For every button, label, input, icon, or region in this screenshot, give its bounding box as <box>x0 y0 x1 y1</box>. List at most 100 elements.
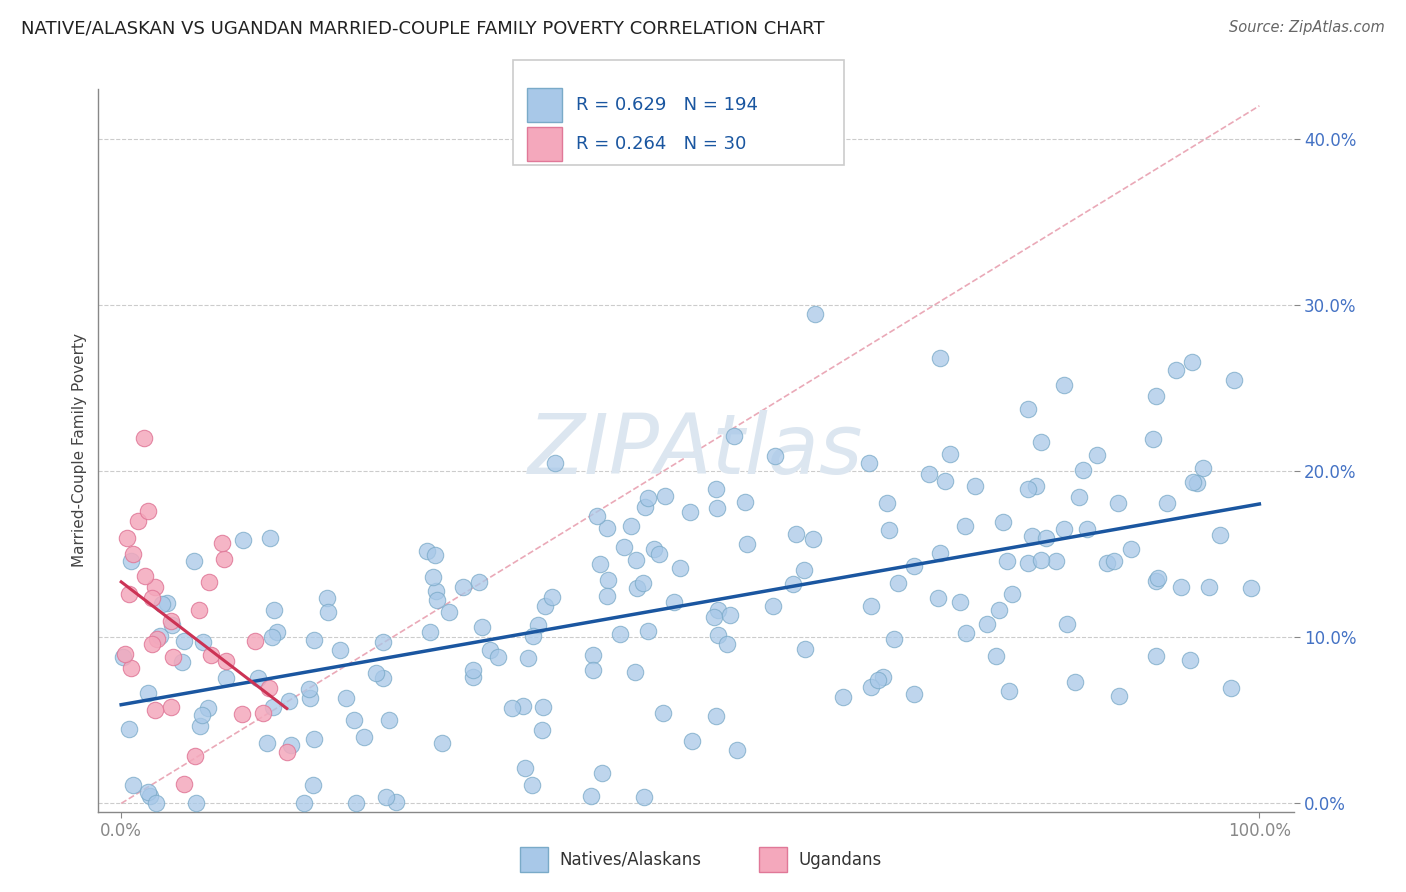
Point <box>138 789 160 803</box>
Point <box>186 797 208 811</box>
Point <box>703 610 725 624</box>
Point <box>136 686 159 700</box>
Point <box>860 599 883 613</box>
Point <box>934 474 956 488</box>
Point <box>998 684 1021 698</box>
Point <box>526 617 548 632</box>
Point <box>170 655 193 669</box>
Point <box>120 553 142 567</box>
Point <box>343 713 366 727</box>
Point <box>422 570 444 584</box>
Point <box>662 595 685 609</box>
Point <box>613 540 636 554</box>
Point <box>903 687 925 701</box>
Point <box>315 591 337 605</box>
Point <box>917 467 939 481</box>
Point <box>215 671 238 685</box>
Point <box>451 580 474 594</box>
Point <box>1144 574 1167 589</box>
Point <box>141 591 163 606</box>
Point <box>260 630 283 644</box>
Point <box>530 723 553 738</box>
Point <box>373 671 395 685</box>
Point <box>160 699 183 714</box>
Point <box>132 431 155 445</box>
Point <box>782 577 804 591</box>
Y-axis label: Married-Couple Family Poverty: Married-Couple Family Poverty <box>72 334 87 567</box>
Point <box>581 789 603 803</box>
Point <box>591 765 613 780</box>
Point <box>976 617 998 632</box>
Point <box>425 549 447 563</box>
Point <box>471 620 494 634</box>
Point <box>965 479 987 493</box>
Point <box>955 626 977 640</box>
Point <box>804 307 827 321</box>
Point <box>146 632 169 647</box>
Point <box>516 651 538 665</box>
Point <box>183 554 205 568</box>
Point <box>173 634 195 648</box>
Point <box>588 558 610 572</box>
Point <box>582 648 605 663</box>
Point <box>707 628 730 642</box>
Point <box>727 743 749 757</box>
Point <box>419 624 441 639</box>
Point <box>148 629 170 643</box>
Point <box>280 738 302 752</box>
Point <box>479 643 502 657</box>
Point <box>648 548 671 562</box>
Point <box>160 617 183 632</box>
Point <box>1053 522 1076 536</box>
Point <box>1073 463 1095 477</box>
Text: ZIPAtlas: ZIPAtlas <box>529 410 863 491</box>
Point <box>1208 528 1230 542</box>
Point <box>1107 496 1129 510</box>
Point <box>329 643 352 657</box>
Point <box>928 546 950 560</box>
Point <box>198 575 221 590</box>
Point <box>704 482 727 496</box>
Point <box>145 797 167 811</box>
Point <box>734 495 756 509</box>
Point <box>1053 377 1076 392</box>
Point <box>704 709 727 723</box>
Point <box>245 633 267 648</box>
Point <box>1119 542 1142 557</box>
Point <box>212 551 235 566</box>
Point <box>188 719 211 733</box>
Point <box>252 706 274 720</box>
Point <box>762 599 785 613</box>
Point <box>596 589 619 603</box>
Point <box>609 627 631 641</box>
Point <box>366 665 388 680</box>
Point <box>115 531 138 545</box>
Point <box>903 559 925 574</box>
Point <box>259 531 281 545</box>
Point <box>1108 690 1130 704</box>
Point <box>150 597 173 611</box>
Point <box>160 615 183 629</box>
Point <box>883 632 905 646</box>
Point <box>1170 580 1192 594</box>
Point <box>191 708 214 723</box>
Text: NATIVE/ALASKAN VS UGANDAN MARRIED-COUPLE FAMILY POVERTY CORRELATION CHART: NATIVE/ALASKAN VS UGANDAN MARRIED-COUPLE… <box>21 20 824 37</box>
Point <box>232 533 254 548</box>
Point <box>200 648 222 662</box>
Point <box>262 699 284 714</box>
Point <box>1220 681 1243 695</box>
Point <box>1085 448 1108 462</box>
Point <box>953 519 976 533</box>
Point <box>214 654 236 668</box>
Point <box>1156 496 1178 510</box>
Point <box>353 730 375 744</box>
Point <box>706 501 728 516</box>
Point <box>988 602 1011 616</box>
Point <box>316 605 339 619</box>
Point <box>247 671 270 685</box>
Point <box>138 784 160 798</box>
Point <box>1017 482 1039 496</box>
Point <box>991 515 1014 529</box>
Point <box>620 519 643 533</box>
Point <box>927 591 949 606</box>
